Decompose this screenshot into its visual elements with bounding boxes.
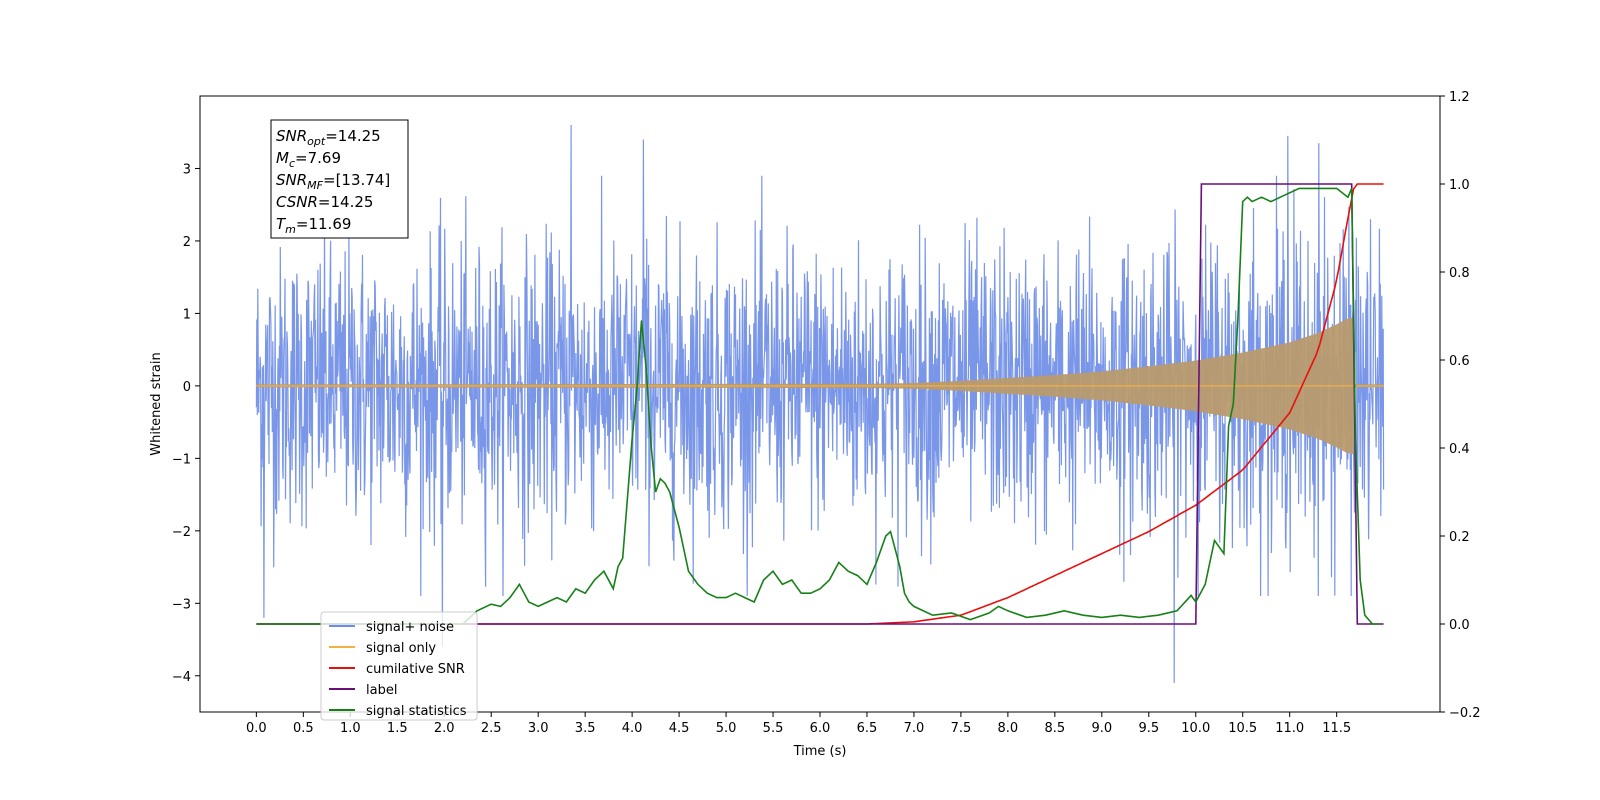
y-right-tick-label: −0.2 <box>1449 706 1481 721</box>
x-tick-label: 1.5 <box>387 721 408 736</box>
x-tick-label: 11.5 <box>1322 721 1351 736</box>
x-tick-label: 0.0 <box>246 721 267 736</box>
info-symbol: M <box>276 149 289 167</box>
y-axis-right: 1.2 1.0 0.8 0.6 0.4 0.2 0.0 −0.2 <box>1440 90 1481 721</box>
info-value: =14.25 <box>318 193 374 211</box>
y-tick-label: −2 <box>172 525 191 540</box>
x-tick-label: 5.0 <box>716 721 737 736</box>
legend-label: cumilative SNR <box>366 662 465 677</box>
x-tick-label: 5.5 <box>763 721 784 736</box>
series-label <box>256 183 1384 625</box>
info-subscript: MF <box>307 179 323 192</box>
y-right-tick-label: 0.0 <box>1449 618 1470 633</box>
info-line: CSNR=14.25 <box>276 193 373 211</box>
series-layer <box>255 124 1385 684</box>
legend-frame <box>320 611 478 721</box>
x-tick-label: 11.0 <box>1275 721 1304 736</box>
x-tick-label: 3.0 <box>528 721 549 736</box>
info-symbol: SNR <box>276 171 307 189</box>
y-right-tick-label: 0.6 <box>1449 354 1470 369</box>
x-tick-label: 1.0 <box>340 721 361 736</box>
y-right-tick-label: 1.2 <box>1449 90 1470 105</box>
x-tick-label: 2.5 <box>481 721 502 736</box>
info-value: =11.69 <box>296 215 352 233</box>
y-tick-label: 0 <box>183 380 191 395</box>
x-tick-label: 8.0 <box>998 721 1019 736</box>
x-tick-label: 3.5 <box>575 721 596 736</box>
info-subscript: c <box>289 157 295 170</box>
legend-label: signal only <box>366 641 436 656</box>
y-tick-label: −4 <box>172 670 191 685</box>
x-tick-label: 6.0 <box>810 721 831 736</box>
x-tick-label: 9.0 <box>1091 721 1112 736</box>
legend-label: signal statistics <box>366 704 467 719</box>
x-tick-label: 9.5 <box>1138 721 1159 736</box>
info-lines: SNRopt=14.25Mc=7.69SNRMF=[13.74]CSNR=14.… <box>276 127 390 236</box>
y-right-tick-label: 0.2 <box>1449 530 1470 545</box>
y-axis-label: Whitened strain <box>149 352 164 455</box>
series-signal-statistics <box>256 187 1379 625</box>
x-tick-label: 6.5 <box>857 721 878 736</box>
x-tick-label: 10.0 <box>1181 721 1210 736</box>
info-box-frame <box>270 119 409 239</box>
x-tick-label: 4.5 <box>669 721 690 736</box>
legend-label: label <box>366 683 397 698</box>
info-symbol: T <box>276 215 287 233</box>
info-line: SNRMF=[13.74] <box>276 171 390 192</box>
y-tick-label: 2 <box>183 235 191 250</box>
info-box: SNRopt=14.25Mc=7.69SNRMF=[13.74]CSNR=14.… <box>270 119 409 239</box>
y-right-tick-label: 1.0 <box>1449 178 1470 193</box>
x-tick-label: 7.0 <box>904 721 925 736</box>
info-symbol: SNR <box>276 127 307 145</box>
legend-label: signal+ noise <box>366 620 454 635</box>
y-tick-label: 3 <box>183 162 191 177</box>
info-line: SNRopt=14.25 <box>276 127 381 148</box>
info-line: Mc=7.69 <box>276 149 341 170</box>
y-right-tick-label: 0.8 <box>1449 266 1470 281</box>
x-tick-label: 10.5 <box>1228 721 1257 736</box>
x-tick-label: 8.5 <box>1045 721 1066 736</box>
info-subscript: m <box>285 223 296 236</box>
legend: signal+ noise signal only cumilative SNR la… <box>320 611 478 721</box>
y-tick-label: 1 <box>183 307 191 322</box>
info-value: =14.25 <box>325 127 381 145</box>
x-axis: 0.0 0.5 1.0 1.5 2.0 2.5 3.0 3.5 4.0 4.5 5.0 5.5 6.0 6… <box>246 712 1351 736</box>
y-tick-label: −1 <box>172 452 191 467</box>
info-subscript: opt <box>307 135 326 148</box>
x-tick-label: 2.0 <box>434 721 455 736</box>
info-value: =[13.74] <box>323 171 390 189</box>
y-tick-label: −3 <box>172 597 191 612</box>
x-tick-label: 4.0 <box>622 721 643 736</box>
info-line: Tm=11.69 <box>276 215 351 236</box>
y-right-tick-label: 0.4 <box>1449 442 1470 457</box>
series-signal-noise <box>255 124 1385 684</box>
info-symbol: CSNR <box>276 193 318 211</box>
x-tick-label: 7.5 <box>951 721 972 736</box>
y-axis-left: 3 2 1 0 −1 −2 −3 −4 <box>172 162 200 685</box>
x-tick-label: 0.5 <box>293 721 314 736</box>
x-axis-label: Time (s) <box>793 744 847 759</box>
legend-entries: signal+ noise signal only cumilative SNR la… <box>329 620 467 719</box>
info-value: =7.69 <box>295 149 341 167</box>
